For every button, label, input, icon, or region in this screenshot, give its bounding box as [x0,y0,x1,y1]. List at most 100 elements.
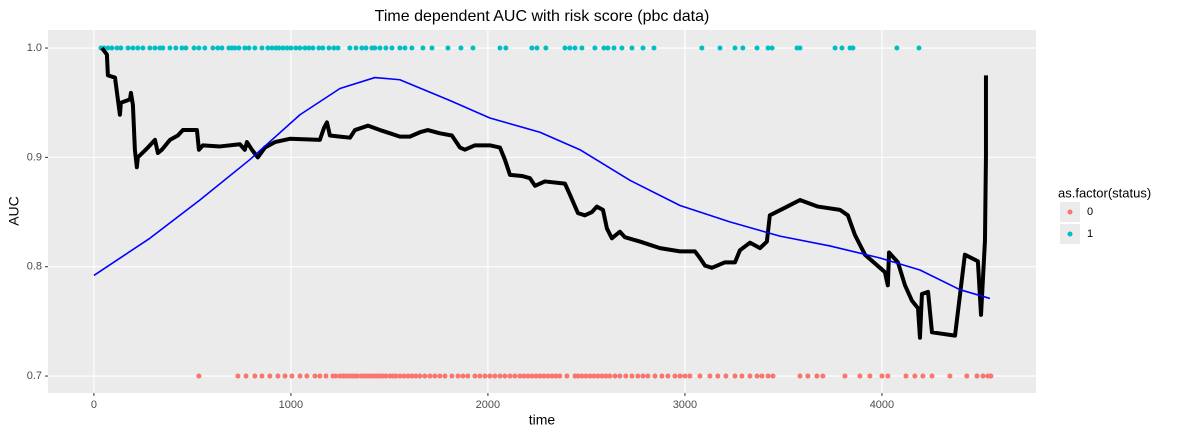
point [521,373,527,379]
point [850,45,856,51]
point [302,45,308,51]
point [280,45,286,51]
point [502,373,508,379]
point [920,373,926,379]
point [601,45,607,51]
point [173,45,179,51]
point [317,373,323,379]
point [331,45,337,51]
point [427,373,433,379]
legend-swatch [1067,209,1073,215]
point [687,373,693,379]
point [383,45,389,51]
point [482,373,488,379]
point [114,45,120,51]
point [652,373,658,379]
point [612,373,618,379]
point [754,373,760,379]
x-tick-label: 4000 [870,399,894,411]
point [617,373,623,379]
point [717,45,723,51]
point [677,373,683,379]
point [109,45,115,51]
point [105,45,111,51]
point [543,45,549,51]
point [437,373,443,379]
point [160,45,166,51]
point [167,45,173,51]
point [455,373,461,379]
point [715,373,721,379]
point [572,45,578,51]
point [579,373,585,379]
point [754,45,760,51]
point [284,45,290,51]
point [867,373,873,379]
point [769,45,775,51]
point [215,45,221,51]
point [252,45,258,51]
point [579,45,585,51]
legend-swatch [1067,231,1073,237]
point [377,45,383,51]
point [885,373,891,379]
point [562,45,568,51]
point [242,45,248,51]
point [842,373,848,379]
point [393,373,399,379]
point [603,373,609,379]
point [232,45,238,51]
point [191,45,197,51]
point [297,45,303,51]
point [697,373,703,379]
point [405,373,411,379]
point [243,373,249,379]
point [363,45,369,51]
point [507,373,513,379]
point [333,373,339,379]
point [265,45,271,51]
point [797,373,803,379]
point [665,373,671,379]
legend-label: 1 [1087,228,1093,240]
point [553,373,559,379]
line [100,46,988,340]
x-axis-label: time [529,412,556,428]
point [316,45,322,51]
point [293,45,299,51]
point [472,373,478,379]
point [259,373,265,379]
point [599,373,605,379]
point [401,373,407,379]
point [592,45,598,51]
plot-panel [48,30,1036,393]
point [288,45,294,51]
point [564,373,570,379]
point [832,45,838,51]
point [595,373,601,379]
point [409,373,415,379]
point [980,373,986,379]
point [252,373,258,379]
point [534,45,540,51]
point [335,45,341,51]
point [623,373,629,379]
point [179,45,185,51]
point [417,373,423,379]
point [402,45,408,51]
point [326,45,332,51]
y-tick-label: 1.0 [27,42,42,54]
point [611,45,617,51]
point [805,373,811,379]
point [723,373,729,379]
point [929,373,935,379]
point [347,45,353,51]
point [583,373,589,379]
point [879,373,885,379]
point [912,373,918,379]
point [903,373,909,379]
point [820,373,826,379]
y-tick-label: 0.8 [27,261,42,273]
legend: 01 [1060,202,1093,244]
